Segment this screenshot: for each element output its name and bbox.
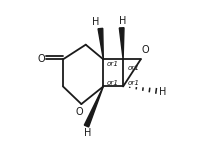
Text: or1: or1 [106,80,118,86]
Text: O: O [38,54,46,64]
Text: H: H [92,17,100,27]
Text: or1: or1 [128,65,140,71]
Polygon shape [98,28,103,59]
Text: or1: or1 [106,61,118,67]
Text: or1: or1 [128,80,140,86]
Text: H: H [83,128,91,138]
Text: O: O [141,45,149,55]
Text: H: H [119,16,127,26]
Text: H: H [159,87,166,97]
Text: O: O [75,107,83,117]
Polygon shape [119,28,124,59]
Polygon shape [84,86,103,127]
